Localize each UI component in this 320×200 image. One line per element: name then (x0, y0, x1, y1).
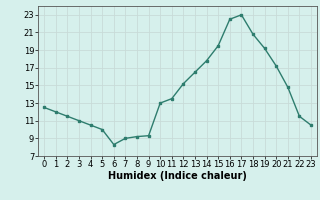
X-axis label: Humidex (Indice chaleur): Humidex (Indice chaleur) (108, 171, 247, 181)
